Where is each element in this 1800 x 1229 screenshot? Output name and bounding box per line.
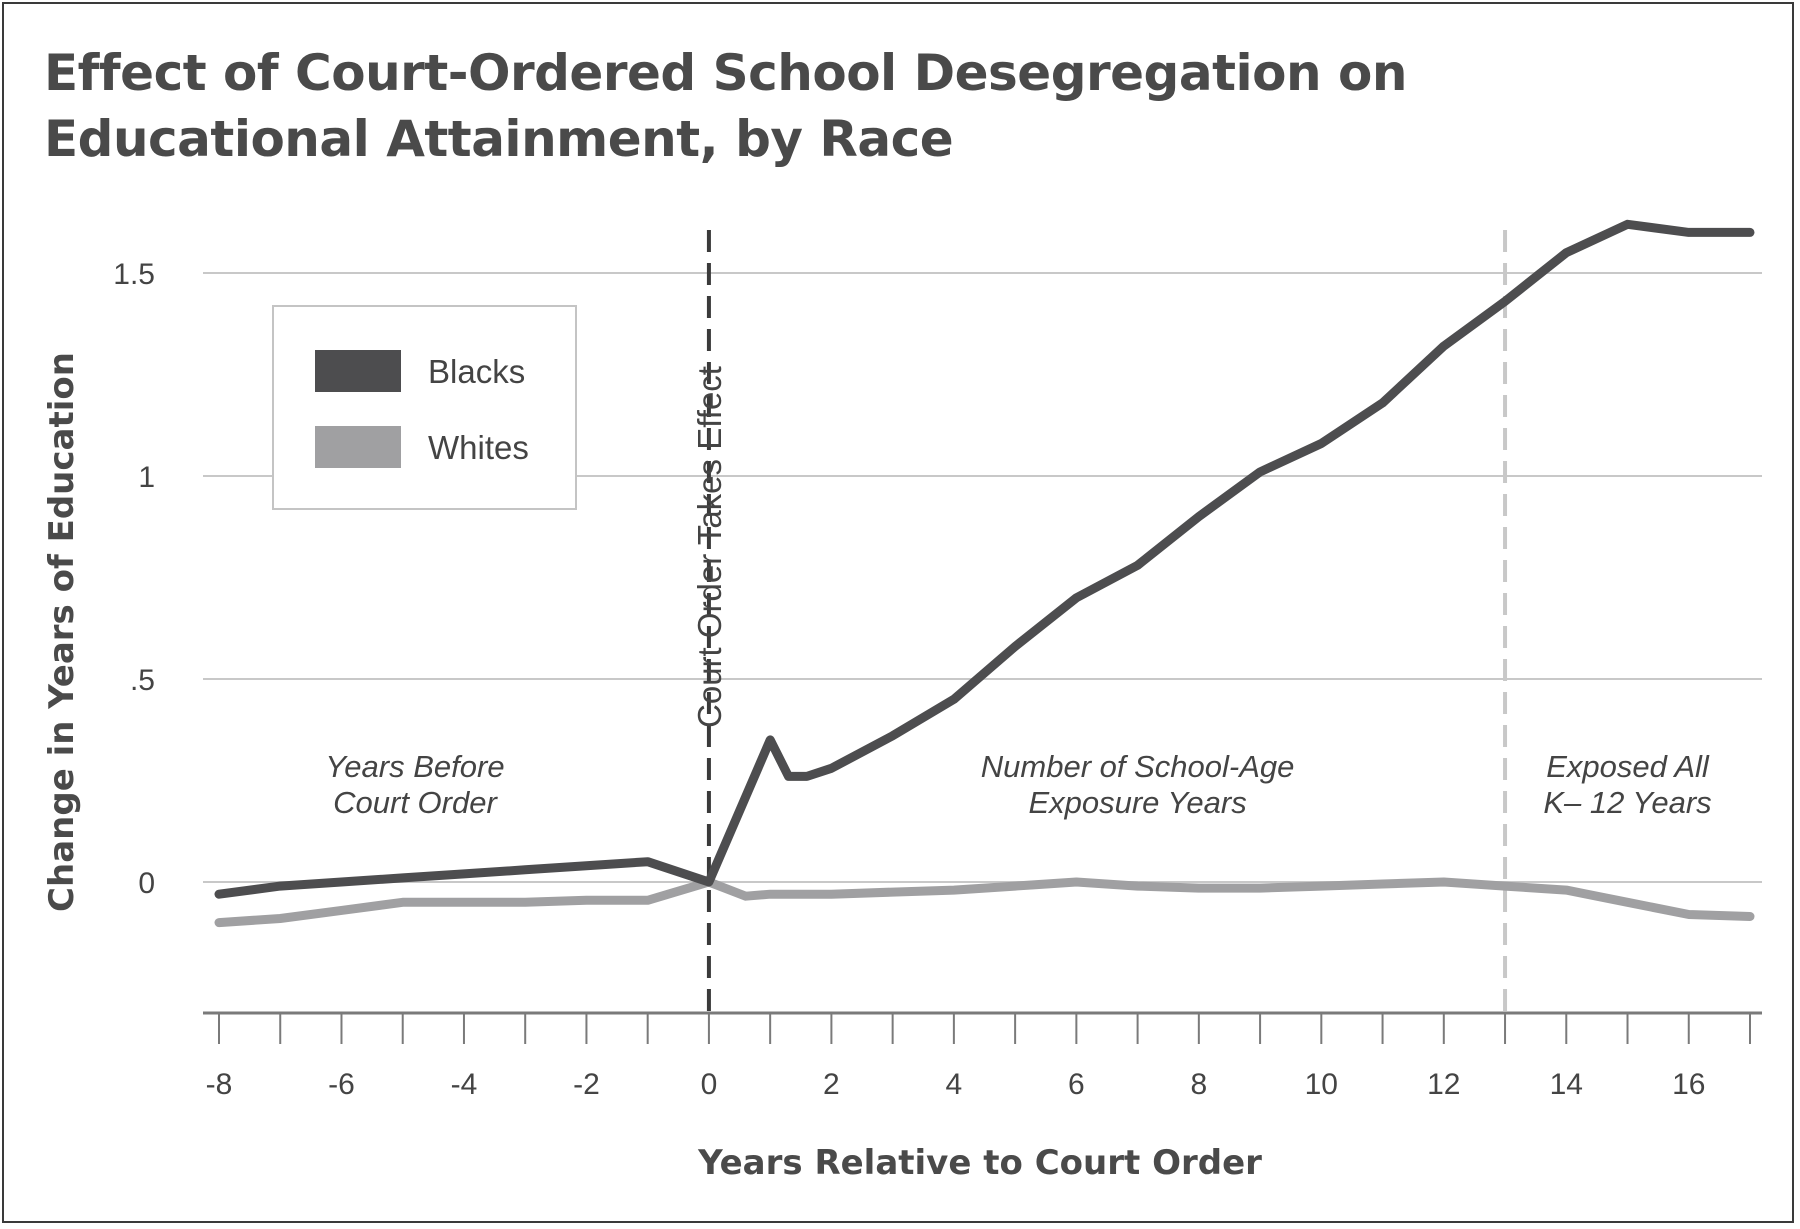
chart-title: Effect of Court-Ordered School Desegrega… [44,40,1544,172]
x-tick-label: 8 [1190,1068,1207,1101]
legend: Blacks Whites [272,305,577,510]
chart-title-line-1: Effect of Court-Ordered School Desegrega… [44,44,1407,102]
x-tick-label: -6 [328,1068,355,1101]
x-tick-label: 0 [701,1068,718,1101]
x-tick-label: 2 [823,1068,840,1101]
y-tick-label: .5 [130,664,155,697]
region-annotation-line: Years Before [325,749,504,784]
x-tick-label: -8 [206,1068,233,1101]
series-lines [214,219,1755,928]
series-line-blacks [214,219,1755,899]
legend-label-whites: Whites [428,429,529,466]
legend-swatch-whites [315,426,401,468]
legend-swatch-blacks [315,350,401,392]
region-annotation-line: Number of School-Age [981,749,1295,784]
region-annotation-line: Court Order [333,785,498,820]
y-tick-label: 0 [138,867,155,900]
y-tick-label: 1.5 [113,258,155,291]
x-tick-label: 14 [1550,1068,1583,1101]
legend-box [272,305,577,510]
reference-line-label: Court Order Takes Effect [691,366,728,728]
y-tick-label: 1 [138,461,155,494]
y-axis-title: Change in Years of Education [42,352,82,912]
x-tick-label: 16 [1672,1068,1705,1101]
x-tick-label: -4 [451,1068,478,1101]
axes: -8 -6 -4 -2 0 2 4 6 8 10 12 14 16 [203,1011,1762,1101]
x-tick-label: 4 [946,1068,963,1101]
x-tick-label: 10 [1305,1068,1338,1101]
x-tick-label: 6 [1068,1068,1085,1101]
x-tick-label: -2 [573,1068,600,1101]
reference-lines: Court Order Takes Effect [691,230,1508,1013]
region-annotation-line: Exposure Years [1028,785,1246,820]
series-line-whites [214,877,1755,928]
region-annotation-line: K– 12 Years [1543,785,1711,820]
legend-label-blacks: Blacks [428,353,525,390]
chart-title-line-2: Educational Attainment, by Race [44,110,954,168]
x-tick-label: 12 [1427,1068,1460,1101]
x-axis-title: Years Relative to Court Order [697,1143,1262,1183]
region-annotation-line: Exposed All [1546,749,1710,784]
